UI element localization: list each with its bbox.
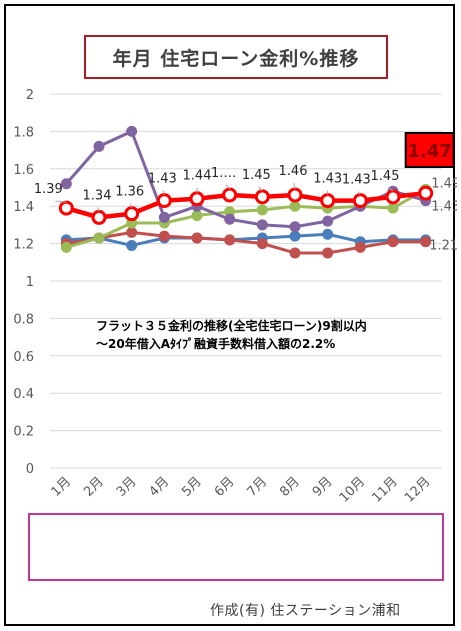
y-tick-label: 0.6: [13, 350, 34, 365]
data-point-2023: [224, 213, 236, 225]
data-label-leader: [387, 187, 394, 192]
data-point-2021: [354, 241, 366, 253]
data-label: 1.49: [431, 176, 457, 191]
data-point-2023: [158, 211, 170, 223]
data-label-leader: [97, 207, 100, 212]
data-point-2022: [387, 202, 399, 214]
data-label-leader: [357, 191, 361, 195]
data-point-2021: [191, 232, 203, 244]
data-label-leader: [129, 203, 133, 208]
data-point-2021: [126, 226, 138, 238]
data-label: 1.34: [83, 188, 112, 203]
x-tick-label: 9月: [310, 474, 336, 500]
data-point-2021: [289, 247, 301, 259]
data-point-2020: [322, 228, 334, 240]
highlight-callout-label: 1.47: [407, 141, 451, 162]
y-tick-label: 1.6: [13, 163, 34, 178]
data-point-2024: [418, 185, 434, 201]
data-label: 1.45: [242, 168, 271, 183]
data-point-2024: [352, 193, 368, 209]
x-tick-label: 3月: [114, 474, 140, 500]
series-line-2021: [66, 230, 426, 255]
data-label: 1.45: [371, 169, 400, 184]
annotation-line-2: ～20年借入Aﾀｲﾌﾟ融資手数料借入額の2.2%: [96, 337, 336, 351]
data-label: 1.46: [279, 164, 308, 179]
data-label-leader: [258, 186, 263, 192]
annotation-line-1: フラット３５金利の推移(全宅住宅ローン)9割以内: [96, 319, 367, 333]
data-label: 1.43: [148, 172, 177, 187]
data-point-2024: [58, 200, 74, 216]
data-point-2024: [320, 193, 336, 209]
chart-annotation: フラット３５金利の推移(全宅住宅ローン)9割以内 ～20年借入Aﾀｲﾌﾟ融資手数…: [96, 317, 436, 353]
data-point-2024: [124, 206, 140, 222]
data-label-leader: [293, 182, 296, 190]
data-point-2024: [385, 189, 401, 205]
x-tick-label: 7月: [245, 474, 271, 500]
data-point-2024: [254, 189, 270, 205]
data-label: 1.39: [34, 182, 63, 197]
data-point-2021: [158, 230, 170, 242]
y-tick-label: 0.8: [13, 312, 34, 327]
data-point-2023: [60, 178, 72, 190]
x-tick-label: 4月: [147, 474, 173, 500]
data-point-2022: [60, 241, 72, 253]
data-point-2023: [322, 215, 334, 227]
chart-title: 年月 住宅ローン金利%推移: [84, 35, 388, 79]
data-point-2020: [126, 239, 138, 251]
data-point-2023: [93, 140, 105, 152]
data-point-2024: [287, 187, 303, 203]
y-tick-label: 1.2: [13, 238, 34, 253]
data-label: 1.44: [183, 169, 212, 184]
data-point-2024: [222, 187, 238, 203]
data-point-2023: [256, 219, 268, 231]
chart-legend: [28, 513, 444, 581]
x-tick-label: 10月: [337, 474, 368, 505]
chart-canvas: 0 0.2 0.4 0.6 0.8 1 1.2 1.4 1.6 1.8 2 1月 2月 3月 4月 5月 6月 7…: [13, 88, 457, 571]
data-label-leader: [55, 200, 67, 203]
y-tick-label: 2: [26, 88, 34, 103]
x-tick-label: 12月: [402, 474, 433, 505]
data-point-2024: [189, 191, 205, 207]
data-point-2022: [289, 200, 301, 212]
x-tick-label: 6月: [212, 474, 238, 500]
y-tick-label: 1: [26, 275, 34, 290]
y-tick-label: 0.4: [13, 387, 34, 402]
x-tick-label: 8月: [277, 474, 303, 500]
chart-frame: 0 0.2 0.4 0.6 0.8 1 1.2 1.4 1.6 1.8 2 1月 2月 3月 4月 5月 6月 7…: [4, 4, 457, 626]
x-tick-label: 1月: [49, 474, 75, 500]
x-tick-label: 5月: [179, 474, 205, 500]
data-point-2023: [126, 125, 138, 137]
data-label: 1.43: [431, 200, 457, 215]
data-label: 1.43: [342, 173, 371, 188]
chart-footer: 作成(有) 住ステーション浦和: [210, 603, 401, 619]
y-tick-label: 1.4: [13, 200, 34, 215]
data-label-leader: [162, 190, 165, 195]
data-label: 1.43: [313, 172, 342, 187]
data-point-2021: [256, 238, 268, 250]
x-tick-label: 11月: [369, 474, 400, 505]
data-label: 1.36: [115, 185, 144, 200]
data-point-2021: [224, 234, 236, 246]
data-point-2021: [387, 236, 399, 248]
data-point-2021: [420, 236, 432, 248]
x-tick-label: 2月: [81, 474, 107, 500]
data-point-2023: [289, 221, 301, 233]
data-point-2022: [93, 232, 105, 244]
data-point-2020: [289, 230, 301, 242]
data-point-2024: [156, 193, 172, 209]
data-point-2022: [191, 210, 203, 222]
data-label: 1.…: [211, 166, 236, 181]
data-point-2021: [322, 247, 334, 259]
y-tick-label: 1.8: [13, 125, 34, 140]
data-point-2024: [91, 209, 107, 225]
highlight-callout-box: [404, 132, 455, 168]
y-tick-label: 0.2: [13, 425, 34, 440]
y-tick-label: 0: [26, 462, 34, 477]
data-label-leader: [225, 184, 231, 190]
data-label: 1.21: [429, 239, 457, 254]
data-point-2022: [256, 204, 268, 216]
